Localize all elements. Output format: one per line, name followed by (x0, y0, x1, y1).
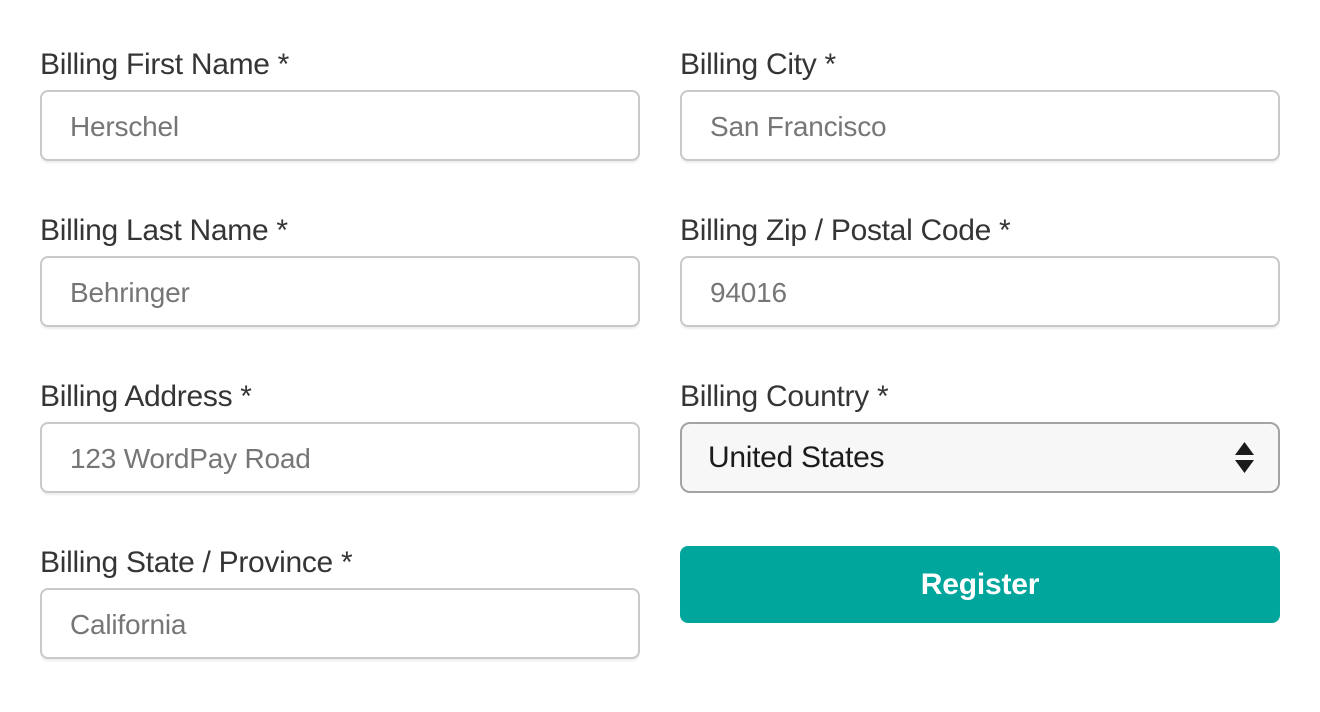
form-right-column: Billing City * Billing Zip / Postal Code… (680, 48, 1280, 712)
billing-last-name-input[interactable] (40, 256, 640, 327)
billing-address-label: Billing Address * (40, 380, 252, 413)
field-billing-state: Billing State / Province * (40, 546, 640, 659)
billing-last-name-label: Billing Last Name * (40, 214, 288, 247)
billing-first-name-label: Billing First Name * (40, 48, 290, 81)
billing-country-label: Billing Country * (680, 380, 889, 413)
billing-zip-label: Billing Zip / Postal Code * (680, 214, 1011, 247)
billing-country-selected-value: United States (708, 440, 885, 474)
billing-state-input[interactable] (40, 588, 640, 659)
select-up-down-arrows-icon (1235, 442, 1254, 473)
field-billing-country: Billing Country * United States (680, 380, 1280, 493)
field-billing-first-name: Billing First Name * (40, 48, 640, 161)
billing-state-label: Billing State / Province * (40, 546, 353, 579)
billing-city-input[interactable] (680, 90, 1280, 161)
billing-address-input[interactable] (40, 422, 640, 493)
billing-zip-input[interactable] (680, 256, 1280, 327)
billing-first-name-input[interactable] (40, 90, 640, 161)
field-billing-zip: Billing Zip / Postal Code * (680, 214, 1280, 327)
billing-country-select[interactable]: United States (680, 422, 1280, 493)
form-left-column: Billing First Name * Billing Last Name *… (40, 48, 640, 712)
field-billing-address: Billing Address * (40, 380, 640, 493)
billing-city-label: Billing City * (680, 48, 836, 81)
register-button[interactable]: Register (680, 546, 1280, 623)
field-billing-city: Billing City * (680, 48, 1280, 161)
field-billing-last-name: Billing Last Name * (40, 214, 640, 327)
